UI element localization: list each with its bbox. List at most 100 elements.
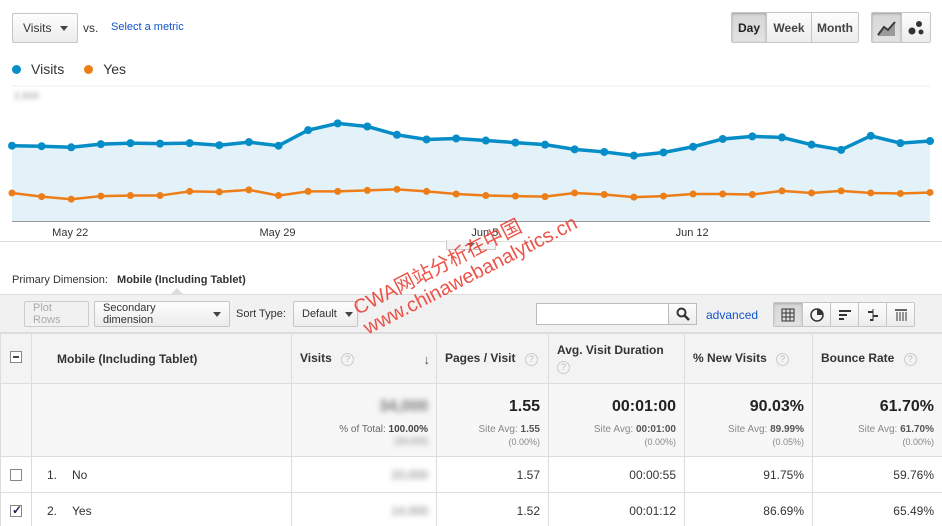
- help-icon[interactable]: ?: [524, 352, 538, 366]
- data-point[interactable]: [244, 138, 253, 147]
- data-point[interactable]: [600, 147, 609, 156]
- primary-dimension-value[interactable]: Mobile (Including Tablet): [117, 274, 246, 286]
- metric-select[interactable]: Visits: [12, 13, 78, 43]
- data-point[interactable]: [689, 142, 698, 151]
- data-point[interactable]: [541, 193, 549, 201]
- data-point[interactable]: [126, 139, 135, 148]
- data-point[interactable]: [333, 119, 342, 128]
- data-point[interactable]: [748, 132, 757, 141]
- data-point[interactable]: [807, 140, 816, 149]
- data-point[interactable]: [304, 126, 313, 135]
- month-button[interactable]: Month: [811, 13, 858, 42]
- header-pages-visit[interactable]: Pages / Visit ?: [436, 333, 549, 384]
- performance-view-button[interactable]: [830, 303, 858, 326]
- help-icon[interactable]: ?: [341, 352, 355, 366]
- data-point[interactable]: [629, 151, 638, 160]
- data-point[interactable]: [630, 193, 638, 201]
- data-point[interactable]: [422, 135, 431, 144]
- data-point[interactable]: [423, 187, 431, 195]
- data-point[interactable]: [97, 192, 105, 200]
- data-point[interactable]: [481, 136, 490, 145]
- data-point[interactable]: [8, 141, 16, 150]
- data-point[interactable]: [808, 189, 816, 197]
- data-point[interactable]: [926, 188, 934, 196]
- select-metric-link[interactable]: Select a metric: [111, 21, 184, 33]
- data-point[interactable]: [837, 187, 845, 195]
- data-point[interactable]: [837, 145, 846, 154]
- select-all-checkbox[interactable]: [10, 351, 22, 363]
- data-point[interactable]: [96, 140, 105, 149]
- data-point[interactable]: [37, 142, 46, 151]
- secondary-dimension-select[interactable]: Secondary dimension: [94, 301, 230, 327]
- row-checkbox[interactable]: [10, 503, 22, 518]
- header-bounce-rate[interactable]: Bounce Rate ?: [812, 333, 942, 384]
- data-point[interactable]: [393, 185, 401, 193]
- day-button[interactable]: Day: [732, 13, 766, 42]
- data-point[interactable]: [511, 192, 519, 200]
- data-point[interactable]: [215, 188, 223, 196]
- header-dimension[interactable]: Mobile (Including Tablet): [31, 333, 292, 384]
- advanced-filter-link[interactable]: advanced: [706, 308, 759, 322]
- comparison-view-button[interactable]: [858, 303, 886, 326]
- plot-rows-button[interactable]: Plot Rows: [24, 301, 89, 327]
- data-point[interactable]: [8, 189, 16, 197]
- data-point[interactable]: [304, 187, 312, 195]
- data-point[interactable]: [896, 139, 905, 148]
- data-point[interactable]: [541, 140, 550, 149]
- data-point[interactable]: [363, 122, 372, 131]
- data-point[interactable]: [867, 189, 875, 197]
- data-point[interactable]: [719, 190, 727, 198]
- data-point[interactable]: [659, 192, 667, 200]
- data-point[interactable]: [866, 131, 875, 140]
- data-point[interactable]: [748, 191, 756, 199]
- data-point[interactable]: [571, 189, 579, 197]
- data-point[interactable]: [156, 139, 165, 148]
- data-point[interactable]: [67, 195, 75, 203]
- collapse-chart-handle[interactable]: [446, 240, 496, 250]
- data-point[interactable]: [896, 189, 904, 197]
- data-point[interactable]: [689, 190, 697, 198]
- data-point[interactable]: [215, 141, 224, 150]
- data-point[interactable]: [511, 138, 520, 147]
- data-point[interactable]: [363, 186, 371, 194]
- table-search-input[interactable]: [536, 303, 669, 325]
- data-point[interactable]: [926, 137, 934, 146]
- data-point[interactable]: [245, 186, 253, 194]
- data-point[interactable]: [38, 193, 46, 201]
- data-point[interactable]: [777, 133, 786, 142]
- data-point[interactable]: [392, 130, 401, 139]
- data-point[interactable]: [452, 190, 460, 198]
- data-point[interactable]: [186, 187, 194, 195]
- week-button[interactable]: Week: [766, 13, 811, 42]
- data-point[interactable]: [67, 143, 76, 152]
- line-chart-button[interactable]: [872, 13, 901, 42]
- row-dimension-link[interactable]: Yes: [72, 503, 92, 518]
- data-point[interactable]: [600, 191, 608, 199]
- row-dimension-link[interactable]: No: [72, 467, 88, 482]
- data-point[interactable]: [275, 192, 283, 200]
- help-icon[interactable]: ?: [557, 361, 570, 374]
- sort-type-select[interactable]: Default: [293, 301, 358, 327]
- header-visits[interactable]: Visits ? ↓: [291, 333, 437, 384]
- data-point[interactable]: [334, 187, 342, 195]
- search-button[interactable]: [669, 303, 697, 325]
- data-point[interactable]: [452, 134, 461, 143]
- help-icon[interactable]: ?: [776, 352, 790, 366]
- help-icon[interactable]: ?: [903, 352, 917, 366]
- data-point[interactable]: [156, 192, 164, 200]
- pivot-view-button[interactable]: [886, 303, 914, 326]
- data-point[interactable]: [718, 134, 727, 143]
- data-point[interactable]: [570, 145, 579, 154]
- header-avg-duration[interactable]: Avg. Visit Duration ?: [548, 333, 685, 384]
- percentage-view-button[interactable]: [802, 303, 830, 326]
- data-point[interactable]: [482, 192, 490, 200]
- data-view-button[interactable]: [774, 303, 802, 326]
- data-point[interactable]: [185, 139, 194, 148]
- motion-chart-button[interactable]: [901, 13, 930, 42]
- data-point[interactable]: [274, 141, 283, 150]
- row-checkbox[interactable]: [10, 469, 22, 482]
- data-point[interactable]: [659, 148, 668, 157]
- data-point[interactable]: [126, 192, 134, 200]
- data-point[interactable]: [778, 187, 786, 195]
